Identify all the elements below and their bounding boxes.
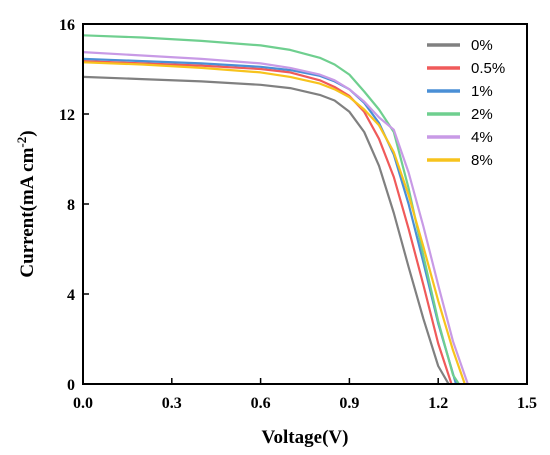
x-tick-label: 0.6	[251, 395, 271, 412]
series-line-0	[82, 75, 450, 385]
legend-label-2: 1%	[471, 83, 493, 100]
y-tick-label: 16	[59, 17, 75, 34]
legend: 0% 0.5% 1% 2% 4% 8%	[427, 37, 505, 169]
y-tick-label: 8	[67, 197, 75, 214]
y-tick-label: 0	[67, 377, 75, 394]
legend-label-3: 2%	[471, 106, 493, 123]
y-axis-title-sup: -2	[14, 137, 29, 148]
x-tick-label: 0.9	[339, 395, 359, 412]
x-axis-title: Voltage(V)	[262, 427, 349, 448]
x-tick-label: 0.3	[162, 395, 182, 412]
legend-label-5: 8%	[471, 152, 493, 169]
series-line-4	[82, 51, 469, 385]
ticks-layer: 0.0 0.3 0.6 0.9 1.2 1.5 0 4 8 12 16	[59, 17, 537, 412]
series-line-3	[82, 34, 460, 385]
series-line-5	[82, 61, 466, 385]
y-axis-title-main: Current(mA cm	[17, 147, 38, 277]
y-tick-label: 4	[67, 287, 75, 304]
series-layer	[82, 34, 469, 385]
legend-label-0: 0%	[471, 37, 493, 54]
series-line-2	[82, 57, 458, 385]
y-axis-title: Current(mA cm-2)	[14, 130, 38, 277]
y-tick-label: 12	[59, 107, 75, 124]
legend-label-4: 4%	[471, 129, 493, 146]
x-tick-label: 1.5	[517, 395, 537, 412]
y-axis-title-end: )	[17, 130, 38, 136]
x-tick-label: 0.0	[73, 395, 93, 412]
plot-frame	[82, 23, 528, 385]
x-tick-label: 1.2	[428, 395, 448, 412]
legend-label-1: 0.5%	[471, 60, 505, 77]
